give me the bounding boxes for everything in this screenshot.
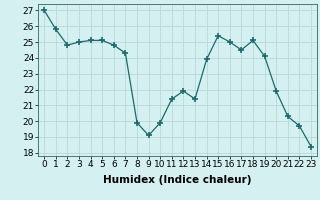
X-axis label: Humidex (Indice chaleur): Humidex (Indice chaleur) (103, 175, 252, 185)
